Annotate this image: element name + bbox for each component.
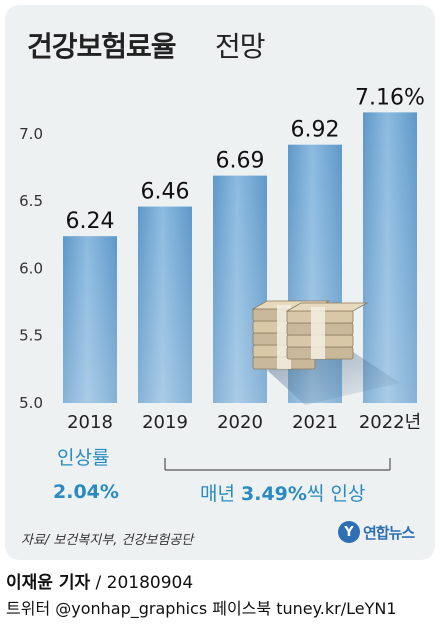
yonhap-logo: Y 연합뉴스 [338, 521, 415, 543]
increase-rate-label: 인상률 [57, 447, 110, 469]
chart-subtitle: 전망 [215, 30, 266, 63]
bar-highlight [363, 112, 417, 403]
y-tick-label: 5.5 [19, 327, 43, 345]
x-tick-label: 2019 [142, 412, 188, 433]
bar-highlight [138, 206, 192, 403]
annual-note-value: 3.49% [241, 483, 307, 505]
money-bundle-right [285, 302, 369, 360]
bar-highlight [63, 236, 117, 403]
y-tick-label: 7.0 [19, 125, 43, 143]
yonhap-logo-text: 연합뉴스 [363, 523, 415, 542]
x-tick-label: 2021 [292, 412, 338, 433]
increase-rate-value: 2.04% [53, 481, 119, 503]
reporter-name: 이재윤 기자 [6, 573, 91, 593]
bar-value-label: 6.92 [291, 118, 340, 143]
x-axis: 2018 2019 2020 2021 2022년 [67, 412, 421, 433]
money-stack-illustration [251, 300, 400, 405]
yonhap-logo-icon: Y [338, 521, 360, 543]
source-note: 자료/ 보건복지부, 건강보험공단 [21, 533, 194, 548]
x-tick-label: 2018 [67, 412, 113, 433]
bar-chart: 5.0 5.5 6.0 6.5 7.0 6.24 6.46 6.69 6.92 7.16% [19, 85, 425, 471]
x-tick-label: 2020 [217, 412, 263, 433]
bar-value-label: 7.16% [355, 85, 425, 110]
chart-card: 건강보험료율 전망 5.0 5.5 6.0 6.5 7.0 6.24 6.46 6.69 6.… [5, 5, 435, 560]
bar-value-label: 6.24 [66, 209, 115, 234]
y-tick-label: 5.0 [19, 394, 43, 412]
y-tick-label: 6.5 [19, 192, 43, 210]
annual-note-suffix: 씩 인상 [306, 483, 366, 505]
annual-increase-bracket [164, 458, 391, 471]
bar-value-label: 6.69 [216, 149, 265, 174]
annual-note-prefix: 매년 [200, 483, 241, 505]
x-tick-label: 2022년 [359, 412, 421, 433]
byline: 이재윤 기자 / 20180904 [6, 568, 193, 593]
y-axis: 5.0 5.5 6.0 6.5 7.0 [19, 125, 43, 412]
publish-date: / 20180904 [90, 573, 194, 593]
bars-group: 6.24 6.46 6.69 6.92 7.16% [63, 85, 425, 403]
annual-increase-note: 매년 3.49%씩 인상 [200, 479, 365, 506]
y-tick-label: 6.0 [19, 259, 43, 277]
bar-value-label: 6.46 [141, 180, 190, 205]
social-links: 트위터 @yonhap_graphics 페이스북 tuney.kr/LeYN1 [6, 599, 397, 618]
chart-title: 건강보험료율 [27, 30, 177, 63]
